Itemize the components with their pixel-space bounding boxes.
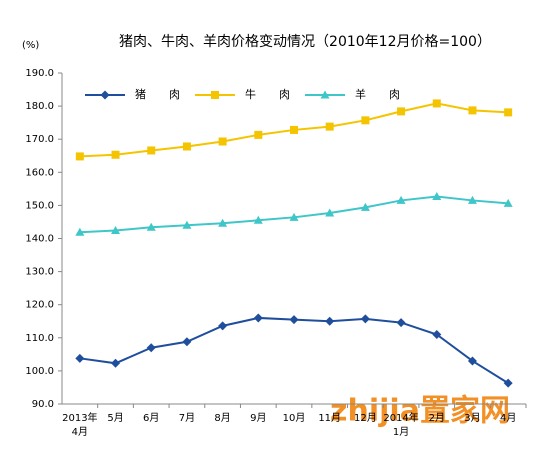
y-tick-label: 160.0	[25, 167, 54, 178]
marker	[218, 137, 227, 146]
x-tick-label: 5月	[107, 413, 124, 424]
x-tick-label: 6月	[143, 413, 160, 424]
y-tick-label: 130.0	[25, 267, 54, 278]
marker	[467, 195, 477, 204]
marker	[111, 150, 120, 159]
marker	[503, 198, 513, 207]
chart-title: 猪肉、牛肉、羊肉价格变动情况（2010年12月价格=100）	[119, 34, 491, 50]
marker	[360, 314, 370, 324]
y-tick-label: 180.0	[25, 101, 54, 112]
marker	[467, 356, 477, 366]
y-tick-label: 140.0	[25, 234, 54, 245]
marker	[253, 215, 263, 224]
y-tick-label: 120.0	[25, 300, 54, 311]
marker	[218, 321, 228, 331]
marker	[211, 91, 219, 99]
x-tick-label: 3月	[464, 413, 481, 424]
legend-label: 牛 肉	[245, 87, 296, 101]
y-tick-label: 150.0	[25, 200, 54, 211]
marker	[75, 353, 85, 363]
marker	[253, 313, 263, 323]
series-line	[79, 316, 509, 384]
x-tick-label: 10月	[282, 413, 306, 424]
marker	[432, 99, 441, 108]
marker	[75, 152, 84, 161]
marker	[397, 107, 406, 116]
marker	[75, 227, 85, 236]
x-tick-label: 11月	[318, 413, 342, 424]
marker	[432, 329, 442, 339]
marker	[146, 343, 156, 353]
marker	[361, 116, 370, 125]
x-tick-label: 2014年 1月	[383, 413, 419, 438]
x-tick-label: 9月	[250, 413, 267, 424]
legend-label: 羊 肉	[355, 87, 406, 101]
marker	[182, 220, 192, 229]
y-tick-label: 90.0	[32, 399, 54, 410]
marker	[254, 130, 263, 139]
marker	[111, 226, 121, 235]
marker	[360, 202, 370, 211]
watermark: zhijia置家网	[330, 394, 510, 429]
marker	[182, 142, 191, 151]
y-unit: (%)	[22, 40, 39, 51]
marker	[147, 146, 156, 155]
marker	[468, 106, 477, 115]
marker	[432, 191, 442, 200]
marker	[504, 108, 513, 117]
marker	[503, 378, 513, 388]
y-tick-label: 110.0	[25, 333, 54, 344]
marker	[396, 318, 406, 328]
legend-label: 猪 肉	[135, 88, 186, 101]
y-tick-label: 100.0	[25, 366, 54, 377]
marker	[111, 358, 121, 368]
y-tick-label: 190.0	[25, 68, 54, 79]
marker	[289, 212, 299, 221]
marker	[325, 208, 335, 217]
marker	[396, 195, 406, 204]
marker	[290, 125, 298, 134]
x-tick-label: 8月	[214, 413, 231, 424]
marker	[100, 90, 110, 100]
marker	[325, 316, 335, 326]
marker	[325, 122, 334, 131]
x-tick-label: 2月	[428, 413, 445, 424]
x-tick-label: 4月	[499, 413, 517, 424]
x-tick-label: 12月	[354, 413, 377, 424]
marker	[289, 315, 299, 325]
y-tick-label: 170.0	[25, 134, 54, 145]
marker	[146, 222, 156, 231]
marker	[320, 90, 330, 99]
x-tick-label: 7月	[178, 413, 196, 424]
marker	[218, 218, 228, 227]
x-tick-label: 2013年 4月	[62, 413, 98, 438]
marker	[182, 337, 192, 347]
